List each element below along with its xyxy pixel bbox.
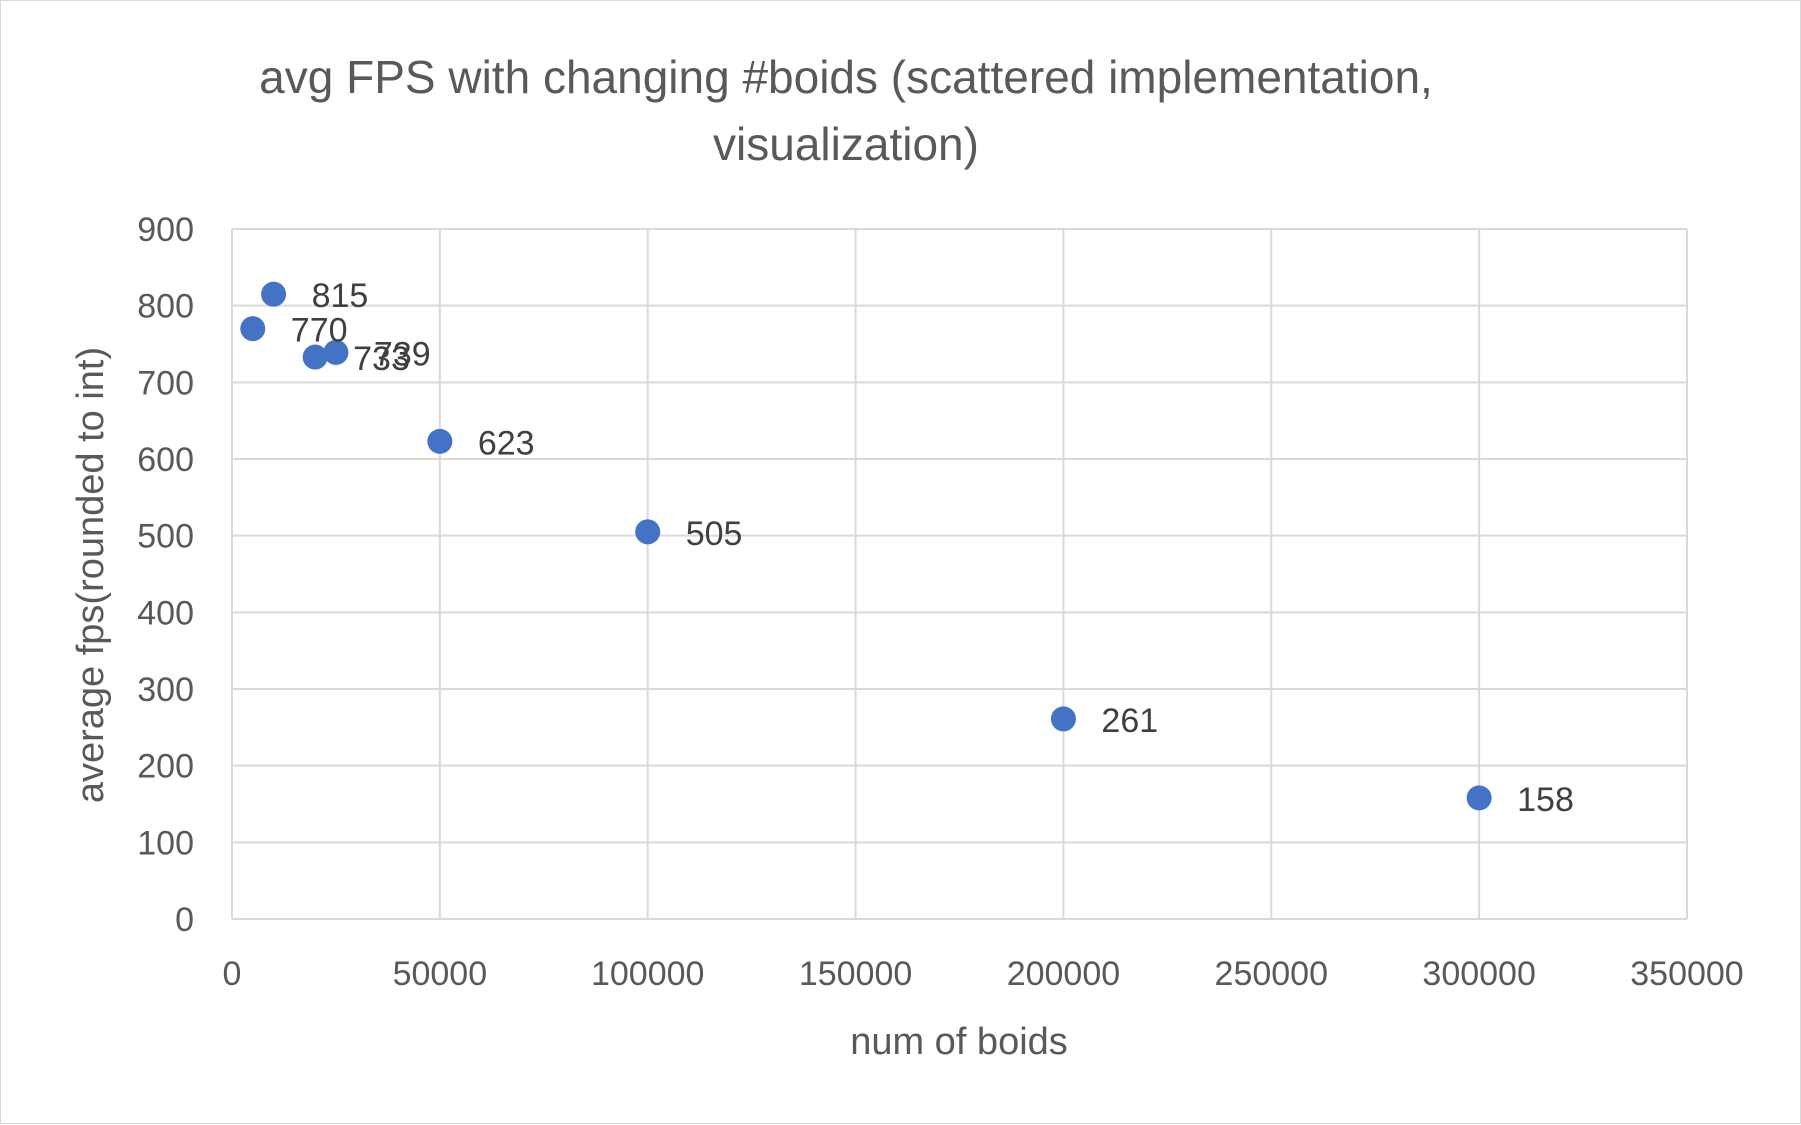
data-point [261, 281, 287, 307]
data-point [323, 339, 349, 365]
x-tick-label: 250000 [1215, 955, 1328, 993]
data-point [1466, 785, 1492, 811]
data-label: 770 [291, 312, 348, 350]
data-points [240, 281, 1492, 811]
y-tick-label: 300 [137, 671, 194, 709]
data-point [635, 519, 661, 545]
y-tick-label: 100 [137, 824, 194, 862]
y-tick-label: 600 [137, 441, 194, 479]
data-label: 733 [353, 340, 410, 378]
data-label: 739 [374, 335, 431, 373]
data-label: 158 [1517, 781, 1574, 819]
chart-title-line-2: visualization) [713, 118, 979, 170]
y-tick-label: 900 [137, 211, 194, 249]
data-point [427, 428, 453, 454]
y-tick-label: 500 [137, 518, 194, 556]
gridlines [231, 228, 1688, 920]
data-point [302, 344, 328, 370]
x-tick-label: 100000 [591, 955, 704, 993]
x-tick-label: 300000 [1422, 955, 1535, 993]
x-tick-label: 150000 [799, 955, 912, 993]
data-label: 815 [312, 277, 369, 315]
y-tick-label: 200 [137, 748, 194, 786]
y-tick-label: 0 [175, 901, 194, 939]
x-tick-label: 50000 [393, 955, 488, 993]
data-label: 623 [478, 424, 535, 462]
y-axis-title: average fps(rounded to int) [70, 347, 112, 803]
data-label: 505 [686, 515, 743, 553]
y-tick-label: 800 [137, 288, 194, 326]
data-point [1050, 706, 1076, 732]
x-axis-title: num of boids [850, 1021, 1068, 1063]
x-tick-label: 0 [223, 955, 242, 993]
y-tick-label: 700 [137, 364, 194, 402]
x-tick-label: 200000 [1007, 955, 1120, 993]
data-point [240, 316, 266, 342]
y-tick-label: 400 [137, 594, 194, 632]
x-tick-label: 350000 [1630, 955, 1743, 993]
tick-labels: 0 100 200 300 400 500 600 700 800 900 0 50000 100000… [137, 211, 1743, 993]
data-label: 261 [1101, 702, 1158, 740]
chart-title-line-1: avg FPS with changing #boids (scattered … [259, 51, 1433, 103]
